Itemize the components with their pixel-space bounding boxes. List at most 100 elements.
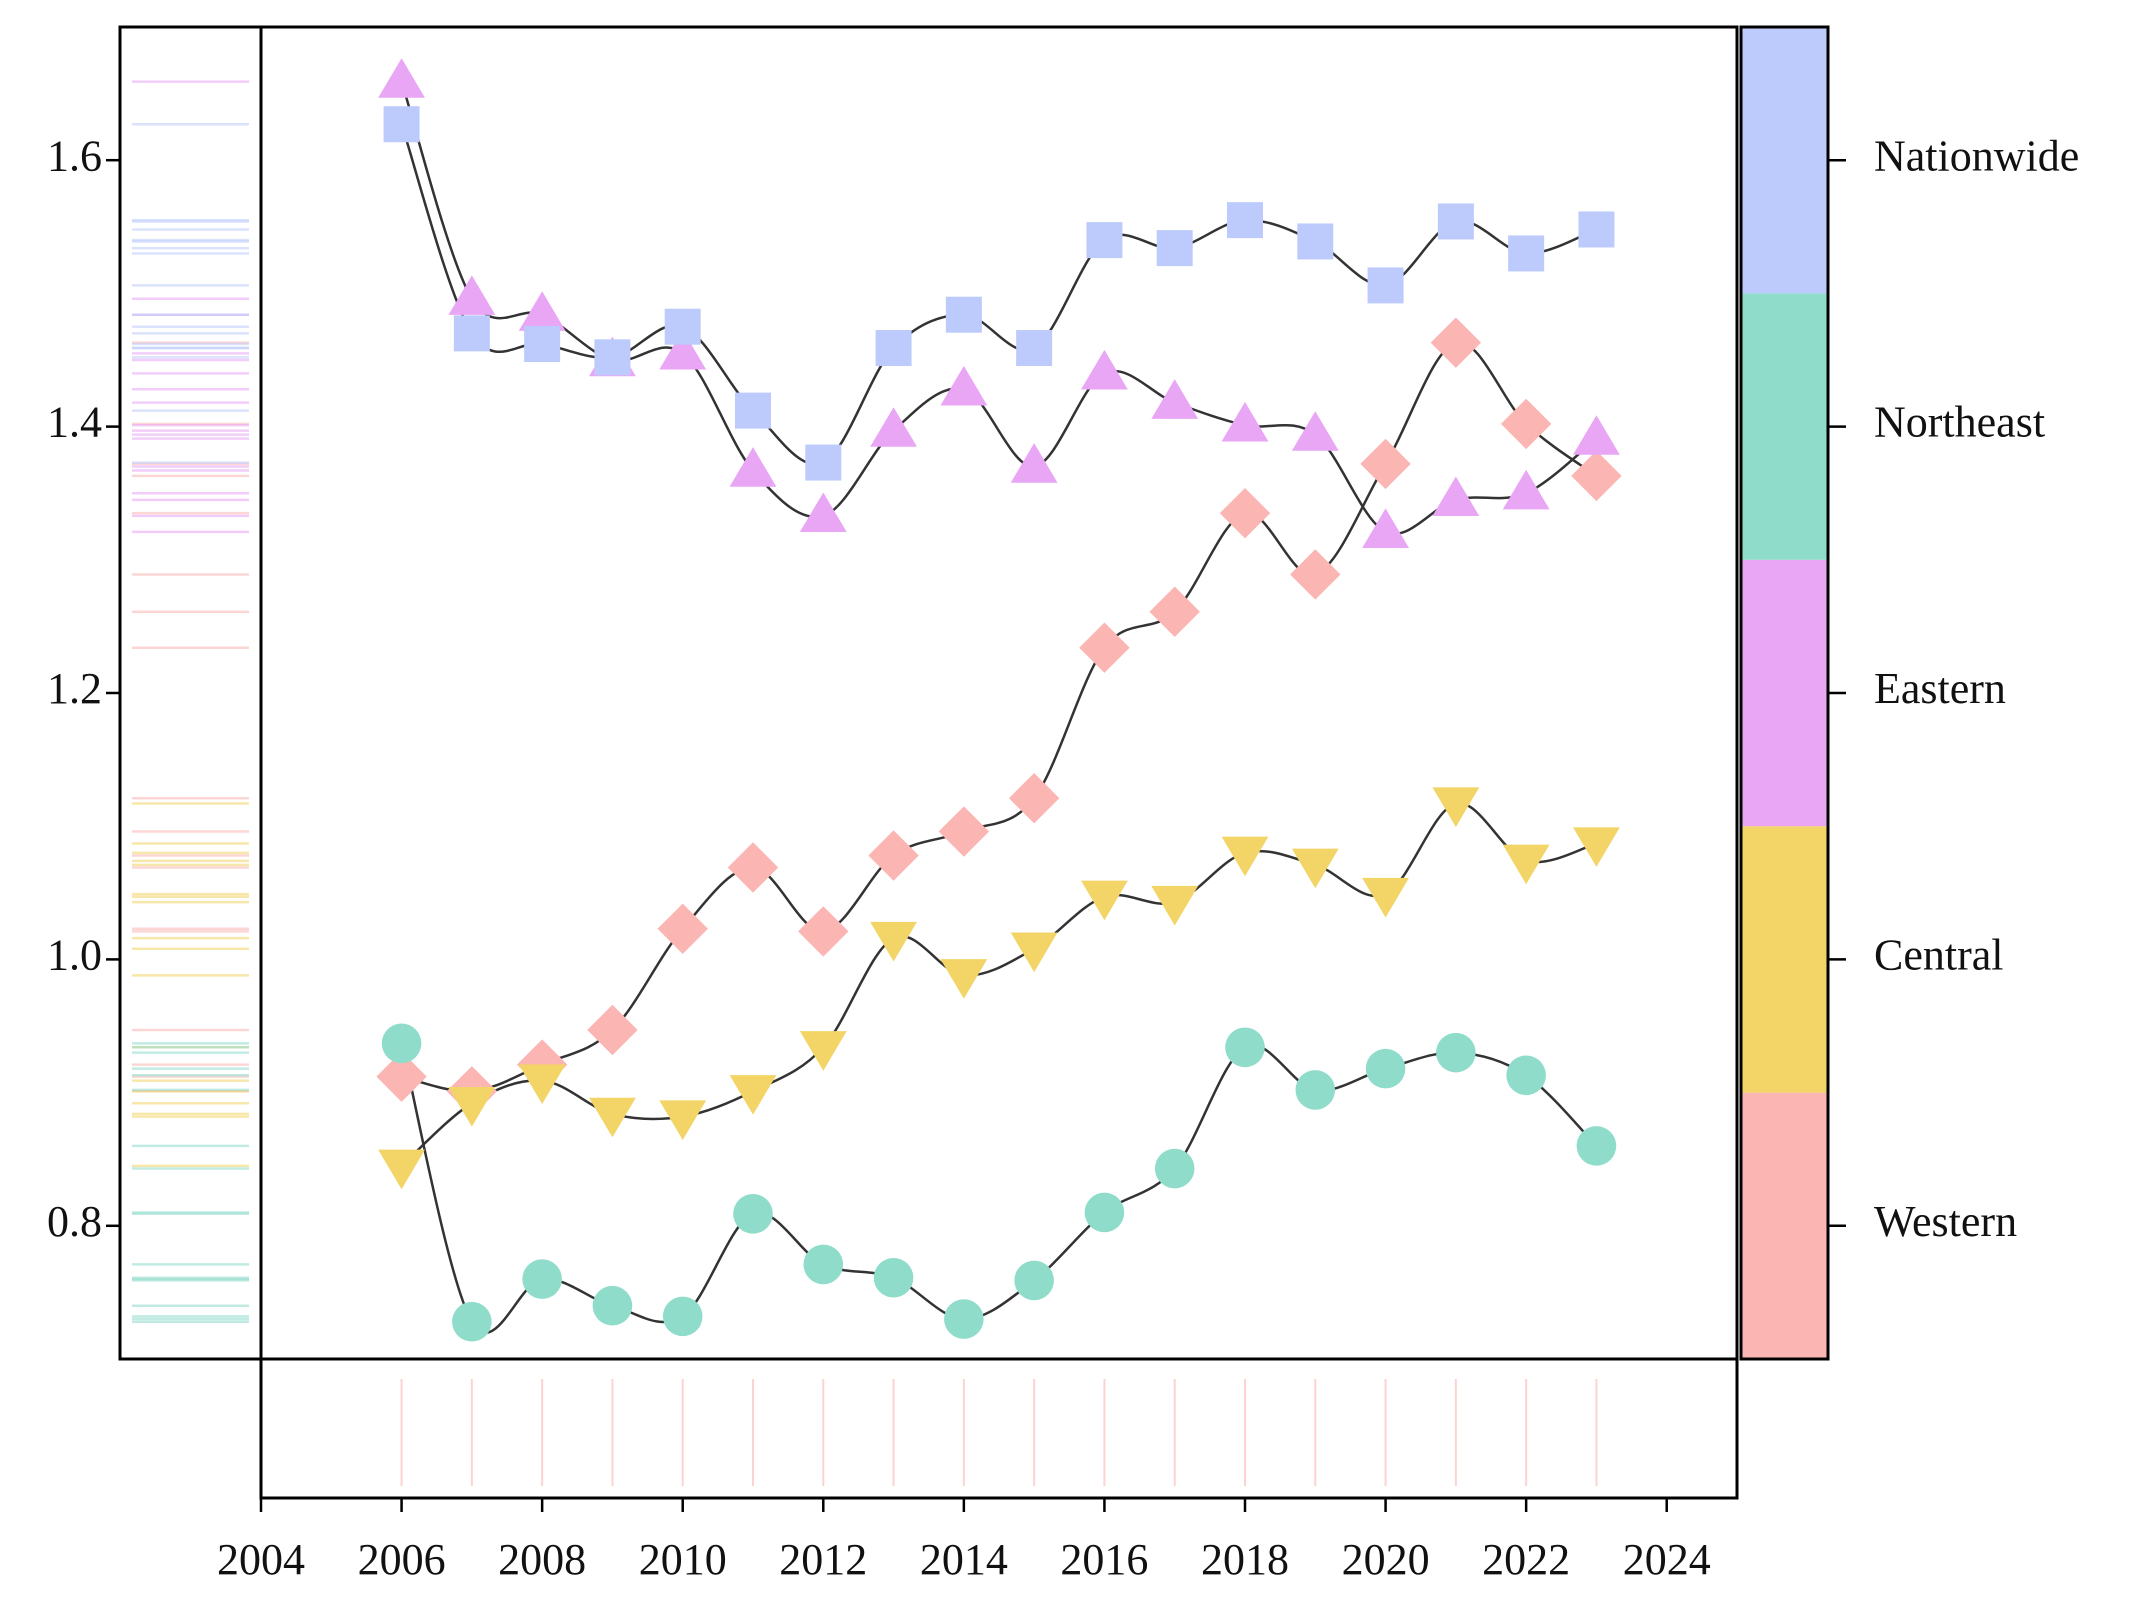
data-point (381, 1023, 422, 1064)
data-point (1578, 211, 1615, 248)
data-point (1290, 549, 1341, 600)
data-point (657, 903, 708, 954)
data-point (1149, 586, 1200, 637)
data-point (1437, 203, 1474, 240)
x-tick-label: 2006 (358, 1535, 446, 1584)
data-point (870, 921, 917, 962)
data-point (1010, 443, 1058, 483)
y-tick-label: 1.4 (47, 398, 102, 447)
data-point (940, 365, 988, 406)
y-tick-label: 1.6 (47, 131, 102, 180)
x-tick-label: 2022 (1482, 1535, 1570, 1584)
data-point (735, 392, 771, 429)
data-point (1573, 415, 1620, 455)
data-point (659, 1100, 707, 1140)
x-tick-label: 2016 (1060, 1535, 1148, 1584)
data-point (1502, 469, 1550, 510)
data-point (1571, 450, 1622, 502)
data-point (1508, 235, 1545, 272)
data-point (1219, 487, 1271, 539)
y-tick-label: 1.2 (47, 664, 102, 713)
data-point (1016, 330, 1053, 367)
data-point (1221, 836, 1269, 877)
data-point (662, 1296, 703, 1337)
data-point (868, 830, 919, 881)
data-point (870, 407, 917, 447)
x-tick-label: 2008 (498, 1535, 586, 1584)
data-point (659, 329, 707, 370)
data-point (805, 444, 842, 481)
x-tick-label: 2010 (639, 1535, 727, 1584)
data-point (940, 959, 988, 999)
data-point (1081, 880, 1128, 921)
data-point (1221, 401, 1269, 442)
data-point (448, 1087, 496, 1127)
legend-label: Nationwide (1874, 131, 2079, 180)
data-point (729, 447, 777, 487)
data-point (518, 1064, 566, 1105)
data-point (938, 806, 990, 857)
y-tick-label: 0.8 (47, 1197, 102, 1246)
legend-label: Central (1874, 930, 2004, 979)
data-point (1225, 1027, 1265, 1068)
data-point (1010, 932, 1058, 973)
data-point (1086, 222, 1123, 259)
data-point (518, 291, 566, 331)
data-point (1151, 379, 1199, 419)
data-point (448, 275, 496, 315)
legend-frame (1739, 25, 1830, 1361)
data-point (1291, 848, 1339, 889)
data-point (592, 1285, 633, 1326)
data-point (803, 1244, 844, 1285)
legend-swatch (1741, 826, 1828, 1093)
data-point (1151, 885, 1199, 926)
data-point (587, 1004, 638, 1056)
data-point (1227, 202, 1263, 239)
data-point (594, 339, 631, 376)
data-point (1362, 508, 1409, 549)
data-point (873, 1257, 914, 1298)
data-point (1008, 773, 1060, 824)
data-point (664, 308, 701, 345)
data-point (1576, 1126, 1617, 1166)
x-tick-label: 2024 (1623, 1535, 1711, 1584)
y-tick-label: 1.0 (47, 930, 102, 979)
legend-swatch (1741, 27, 1828, 294)
data-point (378, 58, 425, 98)
legend-swatch (1741, 559, 1828, 827)
data-point (1014, 1260, 1054, 1301)
data-point (1432, 476, 1480, 517)
data-point (1084, 1192, 1125, 1233)
data-point (1297, 223, 1334, 260)
data-point (945, 296, 982, 333)
data-point (1295, 1070, 1336, 1110)
data-point (1360, 438, 1411, 490)
data-point (875, 330, 912, 367)
data-point (944, 1299, 984, 1339)
data-point (376, 1051, 427, 1102)
data-point (799, 1031, 847, 1071)
legend-swatch (1741, 1092, 1828, 1359)
data-point (1500, 398, 1552, 450)
data-point (1362, 877, 1409, 918)
legend-label: Northeast (1874, 398, 2045, 447)
data-point (799, 492, 847, 533)
data-point (522, 1259, 562, 1299)
data-point (733, 1194, 773, 1234)
data-point (1506, 1055, 1546, 1096)
rug-frame (259, 1357, 1739, 1500)
x-tick-label: 2020 (1342, 1535, 1430, 1584)
legend-swatch (1741, 293, 1828, 560)
x-tick-label: 2012 (779, 1535, 867, 1584)
data-point (1430, 317, 1482, 368)
data-point (1436, 1032, 1476, 1073)
data-point (729, 1075, 777, 1115)
data-point (1367, 267, 1404, 304)
x-tick-label: 2014 (920, 1535, 1008, 1584)
data-point (798, 906, 849, 957)
x-tick-label: 2018 (1201, 1535, 1289, 1584)
data-point (452, 1301, 492, 1342)
data-point (1573, 827, 1620, 867)
data-point (453, 315, 490, 352)
